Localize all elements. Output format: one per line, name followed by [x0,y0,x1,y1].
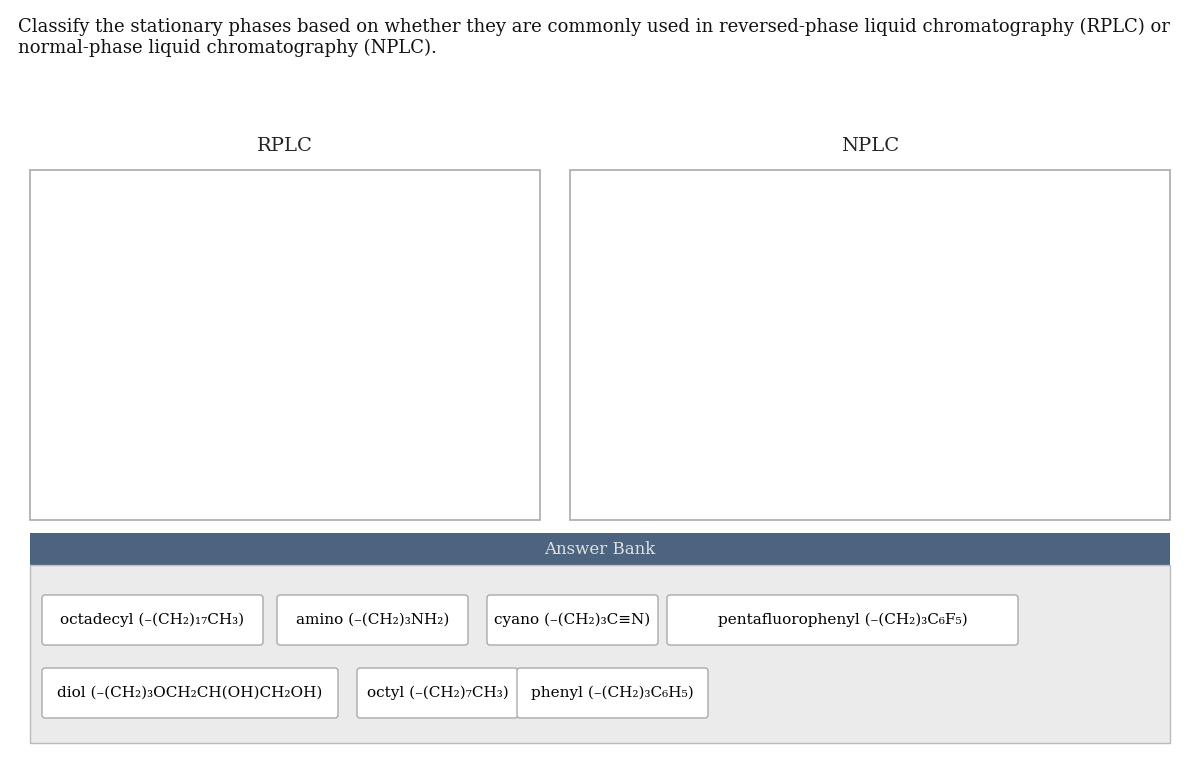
FancyBboxPatch shape [42,595,263,645]
Text: diol (–(CH₂)₃OCH₂CH(OH)CH₂OH): diol (–(CH₂)₃OCH₂CH(OH)CH₂OH) [58,686,323,700]
FancyBboxPatch shape [358,668,518,718]
Bar [30,533,1170,565]
Text: pentafluorophenyl (–(CH₂)₃C₆F₅): pentafluorophenyl (–(CH₂)₃C₆F₅) [718,612,967,627]
Text: cyano (–(CH₂)₃C≡N): cyano (–(CH₂)₃C≡N) [494,612,650,627]
Text: Classify the stationary phases based on whether they are commonly used in revers: Classify the stationary phases based on … [18,18,1170,58]
FancyBboxPatch shape [517,668,708,718]
Text: octadecyl (–(CH₂)₁₇CH₃): octadecyl (–(CH₂)₁₇CH₃) [60,612,245,627]
Text: NPLC: NPLC [841,137,899,155]
FancyBboxPatch shape [570,170,1170,520]
Text: octyl (–(CH₂)₇CH₃): octyl (–(CH₂)₇CH₃) [367,686,509,700]
FancyBboxPatch shape [277,595,468,645]
FancyBboxPatch shape [42,668,338,718]
Text: Answer Bank: Answer Bank [545,540,655,557]
FancyBboxPatch shape [667,595,1018,645]
FancyBboxPatch shape [30,170,540,520]
FancyBboxPatch shape [487,595,658,645]
Text: amino (–(CH₂)₃NH₂): amino (–(CH₂)₃NH₂) [296,613,449,627]
Text: RPLC: RPLC [257,137,313,155]
Bar [30,565,1170,743]
Text: phenyl (–(CH₂)₃C₆H₅): phenyl (–(CH₂)₃C₆H₅) [532,686,694,700]
